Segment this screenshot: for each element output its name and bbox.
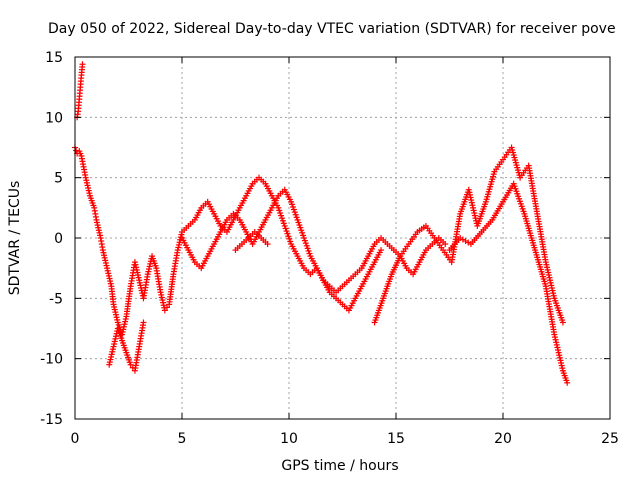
x-tick-label: 25 [601, 431, 619, 447]
axis-ticks: 0 5 10 15 20 25 -15 -10 -5 0 5 10 15 [40, 50, 619, 447]
x-tick-label: 15 [387, 431, 405, 447]
y-tick-label: -15 [40, 412, 63, 428]
x-tick-label: 10 [280, 431, 298, 447]
x-tick-label: 20 [494, 431, 512, 447]
data-point [378, 247, 385, 254]
data-point [564, 379, 571, 386]
data-point [140, 319, 147, 326]
x-tick-label: 5 [178, 431, 187, 447]
data-point [79, 61, 86, 68]
data-point [73, 147, 80, 154]
y-tick-label: 5 [54, 171, 63, 187]
x-tick-label: 0 [71, 431, 80, 447]
data-point [442, 241, 449, 248]
data-point [127, 361, 134, 368]
y-tick-label: -10 [40, 352, 63, 368]
data-marks [72, 61, 571, 386]
data-point [161, 307, 168, 314]
data-point [164, 304, 171, 311]
data-point [264, 241, 271, 248]
y-axis-label: SDTVAR / TECUs [7, 181, 23, 296]
chart-title: Day 050 of 2022, Sidereal Day-to-day VTE… [48, 21, 616, 37]
y-tick-label: 0 [54, 231, 63, 247]
y-tick-label: -5 [49, 291, 63, 307]
x-axis-label: GPS time / hours [281, 458, 398, 474]
data-point [559, 319, 566, 326]
y-tick-label: 10 [45, 110, 63, 126]
y-tick-label: 15 [45, 50, 63, 66]
